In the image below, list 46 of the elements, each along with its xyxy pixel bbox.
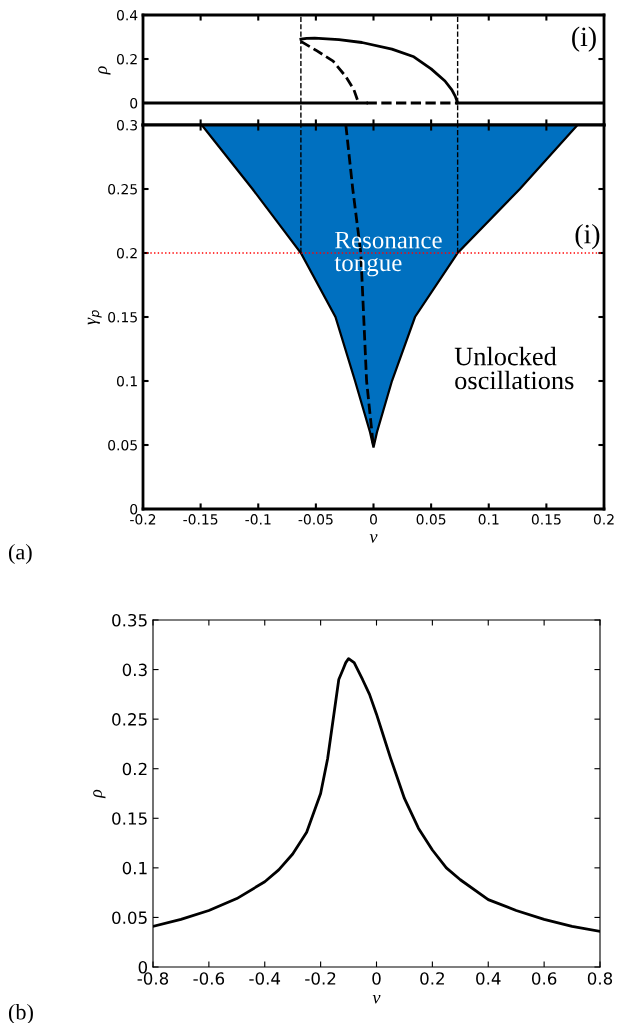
annotation: Unlocked oscillations bbox=[454, 346, 574, 390]
x-axis-title: ν bbox=[372, 995, 381, 1004]
y-tick-label: 0.4 bbox=[116, 9, 138, 21]
y-tick-label: 0.25 bbox=[108, 183, 137, 195]
x-tick-label: 0.4 bbox=[476, 972, 501, 985]
y-tick-label: 0.05 bbox=[108, 439, 137, 451]
y-tick-label: 0.15 bbox=[108, 311, 137, 323]
x-tick-label: 0 bbox=[372, 972, 381, 985]
x-tick-label: 0 bbox=[370, 514, 377, 525]
x-tick-label: 0.8 bbox=[587, 972, 613, 985]
y-tick-label: 0.35 bbox=[112, 613, 147, 627]
x-tick-label: 0.15 bbox=[531, 514, 561, 525]
x-axis-title: ν bbox=[369, 534, 378, 543]
x-tick-label: -0.8 bbox=[137, 972, 169, 985]
x-tick-label: -0.2 bbox=[130, 514, 156, 525]
y-tick-label: 0.2 bbox=[116, 53, 137, 65]
x-tick-label: -0.05 bbox=[298, 514, 333, 525]
x-tick-label: 0.2 bbox=[420, 972, 444, 985]
x-tick-label: -0.4 bbox=[249, 972, 281, 985]
y-tick-label: 0 bbox=[130, 97, 138, 109]
y-axis-title: ρ bbox=[98, 66, 111, 75]
annotation: (i) bbox=[572, 26, 596, 52]
y-tick-label: 0.1 bbox=[116, 375, 137, 387]
x-tick-label: 0.6 bbox=[531, 972, 557, 985]
annotation: Resonance tongue bbox=[334, 231, 442, 277]
x-tick-label: -0.2 bbox=[305, 972, 336, 985]
y-tick-label: 0.05 bbox=[112, 911, 147, 924]
x-tick-label: 0.05 bbox=[416, 514, 446, 525]
y-tick-label: 0 bbox=[138, 960, 148, 974]
y-tick-label: 0.2 bbox=[116, 247, 137, 259]
x-tick-label: 0.2 bbox=[593, 514, 614, 525]
x-tick-label: -0.15 bbox=[183, 514, 218, 525]
text: (a) bbox=[8, 543, 32, 565]
y-tick-label: 0.15 bbox=[112, 812, 147, 825]
annotation: (i) bbox=[575, 223, 600, 250]
x-tick-label: -0.6 bbox=[193, 972, 225, 985]
y-axis-title: ρ bbox=[93, 789, 106, 799]
y-tick-label: 0.3 bbox=[122, 663, 147, 677]
y-tick-label: 0.25 bbox=[112, 713, 147, 726]
y-tick-label: 0.2 bbox=[122, 762, 147, 776]
y-tick-label: 0 bbox=[130, 503, 138, 515]
y-tick-label: 0.1 bbox=[122, 861, 147, 875]
y-axis-title: γ$_{p}$ bbox=[87, 310, 102, 325]
x-tick-label: -0.1 bbox=[245, 514, 271, 525]
x-tick-label: 0.1 bbox=[478, 514, 499, 525]
y-tick-label: 0.3 bbox=[116, 119, 138, 131]
